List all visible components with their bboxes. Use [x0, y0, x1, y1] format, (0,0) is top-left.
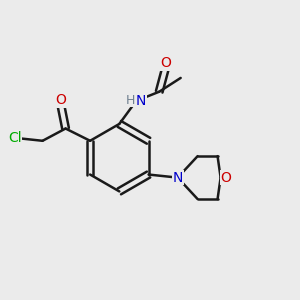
Text: H: H: [126, 94, 135, 107]
Text: O: O: [221, 171, 232, 184]
Text: N: N: [172, 171, 183, 184]
Text: Cl: Cl: [8, 131, 22, 145]
Text: N: N: [136, 94, 146, 108]
Text: O: O: [56, 93, 66, 107]
Text: O: O: [160, 56, 171, 70]
